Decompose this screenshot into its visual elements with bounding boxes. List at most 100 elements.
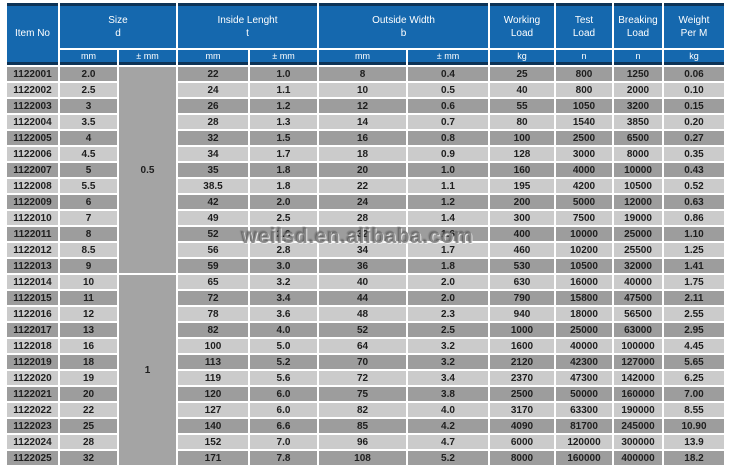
cell-test-load: 18000 <box>556 307 612 322</box>
cell-working-load: 100 <box>490 131 554 146</box>
cell-working-load: 1600 <box>490 339 554 354</box>
cell-working-load: 460 <box>490 243 554 258</box>
cell-outside-tolerance: 1.4 <box>408 211 488 226</box>
cell-inside-tolerance: 3.4 <box>250 291 317 306</box>
cell-working-load: 8000 <box>490 451 554 466</box>
cell-working-load: 3170 <box>490 403 554 418</box>
cell-item-no: 1122008 <box>7 179 58 194</box>
cell-size-mm: 7 <box>60 211 117 226</box>
cell-weight-per-m: 18.2 <box>664 451 724 466</box>
cell-inside-tolerance: 1.8 <box>250 163 317 178</box>
column-header-outside-width: Outside Width b <box>319 3 488 48</box>
cell-item-no: 1122020 <box>7 371 58 386</box>
column-header-inside-length: Inside Lenght t <box>178 3 317 48</box>
cell-inside-tolerance: 1.0 <box>250 67 317 82</box>
cell-test-load: 160000 <box>556 451 612 466</box>
cell-breaking-load: 32000 <box>614 259 662 274</box>
cell-item-no: 1122012 <box>7 243 58 258</box>
unit-outside-tolerance: ± mm <box>408 50 488 66</box>
cell-size-mm: 5 <box>60 163 117 178</box>
unit-working-load: kg <box>490 50 554 66</box>
cell-test-load: 800 <box>556 83 612 98</box>
cell-test-load: 81700 <box>556 419 612 434</box>
cell-breaking-load: 63000 <box>614 323 662 338</box>
cell-inside-tolerance: 3.0 <box>250 259 317 274</box>
cell-outside-tolerance: 2.0 <box>408 275 488 290</box>
header-outside-line1: Outside Width <box>372 14 435 26</box>
cell-working-load: 630 <box>490 275 554 290</box>
cell-size-mm: 10 <box>60 275 117 290</box>
cell-working-load: 40 <box>490 83 554 98</box>
cell-test-load: 40000 <box>556 339 612 354</box>
cell-size-mm: 9 <box>60 259 117 274</box>
cell-item-no: 1122025 <box>7 451 58 466</box>
cell-item-no: 1122024 <box>7 435 58 450</box>
cell-weight-per-m: 0.43 <box>664 163 724 178</box>
table-row: 1122024 28 152 7.0 96 4.7 6000 120000 300000 13.9 <box>7 435 724 450</box>
cell-test-load: 15800 <box>556 291 612 306</box>
cell-outside-tolerance: 0.4 <box>408 67 488 82</box>
table-row: 1122008 5.5 38.5 1.8 22 1.1 195 4200 10500 0.52 <box>7 179 724 194</box>
cell-outside-tolerance: 0.8 <box>408 131 488 146</box>
unit-inside-tolerance: ± mm <box>250 50 317 66</box>
cell-weight-per-m: 0.10 <box>664 83 724 98</box>
cell-working-load: 128 <box>490 147 554 162</box>
header-size-line1: Size <box>108 14 128 26</box>
cell-inside-mm: 24 <box>178 83 248 98</box>
cell-weight-per-m: 1.41 <box>664 259 724 274</box>
cell-outside-mm: 52 <box>319 323 406 338</box>
cell-inside-mm: 65 <box>178 275 248 290</box>
cell-working-load: 160 <box>490 163 554 178</box>
cell-test-load: 4200 <box>556 179 612 194</box>
cell-inside-mm: 49 <box>178 211 248 226</box>
cell-size-mm: 25 <box>60 419 117 434</box>
cell-outside-tolerance: 2.3 <box>408 307 488 322</box>
table-row: 1122001 2.0 0.5 22 1.0 8 0.4 25 800 1250 0.06 <box>7 67 724 274</box>
cell-size-mm: 32 <box>60 451 117 466</box>
cell-breaking-load: 100000 <box>614 339 662 354</box>
cell-outside-tolerance: 1.6 <box>408 227 488 242</box>
cell-outside-tolerance: 3.2 <box>408 355 488 370</box>
cell-outside-tolerance: 0.5 <box>408 83 488 98</box>
cell-outside-tolerance: 1.7 <box>408 243 488 258</box>
cell-working-load: 530 <box>490 259 554 274</box>
cell-breaking-load: 190000 <box>614 403 662 418</box>
table-row: 1122013 9 59 3.0 36 1.8 530 10500 32000 1.41 <box>7 259 724 274</box>
cell-inside-tolerance: 5.2 <box>250 355 317 370</box>
table-row: 1122019 18 113 5.2 70 3.2 2120 42300 127000 5.65 <box>7 355 724 370</box>
cell-inside-mm: 171 <box>178 451 248 466</box>
cell-breaking-load: 160000 <box>614 387 662 402</box>
cell-inside-mm: 78 <box>178 307 248 322</box>
cell-weight-per-m: 13.9 <box>664 435 724 450</box>
cell-outside-mm: 14 <box>319 115 406 130</box>
cell-weight-per-m: 0.52 <box>664 179 724 194</box>
header-inside-line2: t <box>246 28 249 39</box>
cell-weight-per-m: 0.63 <box>664 195 724 210</box>
column-header-size: Size d <box>60 3 176 48</box>
header-working-line1: Working <box>503 14 541 26</box>
cell-test-load: 16000 <box>556 275 612 290</box>
cell-inside-mm: 28 <box>178 115 248 130</box>
cell-outside-tolerance: 2.0 <box>408 291 488 306</box>
cell-working-load: 790 <box>490 291 554 306</box>
cell-outside-mm: 96 <box>319 435 406 450</box>
cell-inside-tolerance: 6.0 <box>250 387 317 402</box>
cell-outside-mm: 24 <box>319 195 406 210</box>
cell-outside-tolerance: 2.5 <box>408 323 488 338</box>
cell-inside-tolerance: 1.1 <box>250 83 317 98</box>
cell-size-mm: 11 <box>60 291 117 306</box>
cell-size-mm: 2.0 <box>60 67 117 82</box>
cell-item-no: 1122005 <box>7 131 58 146</box>
unit-weight: kg <box>664 50 724 66</box>
cell-breaking-load: 142000 <box>614 371 662 386</box>
cell-breaking-load: 300000 <box>614 435 662 450</box>
cell-item-no: 1122016 <box>7 307 58 322</box>
cell-outside-mm: 20 <box>319 163 406 178</box>
cell-weight-per-m: 1.25 <box>664 243 724 258</box>
cell-breaking-load: 10000 <box>614 163 662 178</box>
cell-size-mm: 6 <box>60 195 117 210</box>
cell-item-no: 1122007 <box>7 163 58 178</box>
cell-inside-tolerance: 2.0 <box>250 195 317 210</box>
cell-weight-per-m: 8.55 <box>664 403 724 418</box>
cell-test-load: 1050 <box>556 99 612 114</box>
